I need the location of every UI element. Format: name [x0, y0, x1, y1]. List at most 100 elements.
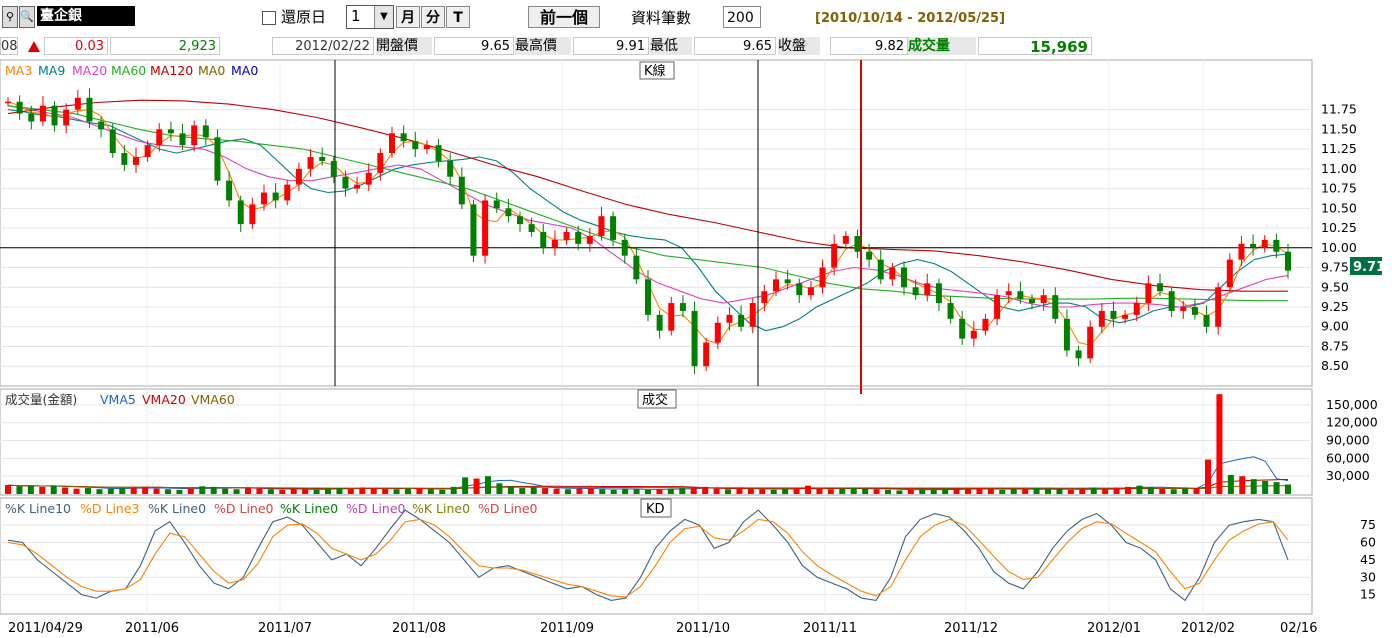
volume-bar — [999, 489, 1006, 494]
candle-body — [1215, 287, 1222, 327]
volume-label: 成交量 — [908, 37, 976, 55]
candle-body — [1110, 310, 1117, 319]
month-button[interactable]: 月 — [396, 6, 420, 28]
price-panel-title: K線 — [644, 63, 666, 79]
candle-body — [493, 200, 500, 209]
candle-body — [202, 125, 209, 138]
stock-name-field[interactable]: 臺企銀 — [37, 6, 135, 26]
change-value: 0.03 — [44, 37, 108, 55]
candle-body — [738, 314, 745, 327]
restore-date-checkbox[interactable] — [262, 11, 276, 25]
volume-bar — [507, 486, 514, 494]
volume-bar — [439, 489, 446, 494]
legend-ma0-b: MA0 — [231, 63, 258, 78]
candle-body — [191, 125, 198, 146]
volume-bar — [210, 486, 217, 494]
candle-body — [1273, 239, 1280, 252]
volume-bar — [679, 488, 686, 494]
candle-body — [819, 267, 826, 288]
period-select[interactable]: 1 ▼ — [346, 5, 394, 29]
volume-bar — [976, 488, 983, 494]
legend-vma5: VMA5 — [100, 392, 136, 407]
volume-bar — [1102, 488, 1109, 494]
candle-body — [1005, 291, 1012, 296]
candle-body — [982, 318, 989, 331]
candle-body — [1238, 243, 1245, 260]
candle-body — [330, 160, 337, 177]
volume-bar — [393, 489, 400, 494]
x-tick-label: 2011/06 — [125, 621, 179, 636]
volume-bar — [1090, 487, 1097, 494]
candle-body — [912, 287, 919, 296]
search-icon[interactable]: ⚲ — [2, 6, 18, 28]
candle-body — [377, 153, 384, 173]
candle-body — [261, 192, 267, 205]
t-button[interactable]: T — [446, 6, 470, 28]
candle-body — [866, 251, 873, 260]
candle-body — [947, 303, 954, 319]
volume-bar — [233, 489, 240, 494]
count-input[interactable]: 200 — [723, 6, 761, 28]
volume-bar — [130, 487, 137, 494]
candle-body — [924, 283, 931, 296]
open-label: 開盤價 — [376, 37, 432, 55]
candle-body — [423, 145, 430, 150]
kd-d-line — [7, 518, 1289, 598]
minute-button[interactable]: 分 — [421, 6, 445, 28]
candle-body — [703, 342, 710, 367]
volume-bar — [199, 486, 206, 494]
volume-bar — [793, 488, 800, 494]
volume-bar — [1125, 486, 1131, 494]
chevron-down-icon[interactable]: ▼ — [374, 6, 393, 28]
volume-value: 15,969 — [978, 37, 1092, 56]
candle-body — [551, 239, 558, 248]
candle-body — [517, 216, 523, 225]
volume-bar — [416, 488, 423, 494]
candle-body — [714, 322, 721, 343]
candle-body — [1261, 239, 1268, 248]
price-tick-label: 10.00 — [1321, 240, 1357, 255]
volume-bar — [702, 486, 709, 494]
candle-body — [249, 204, 256, 225]
candle-body — [1029, 299, 1035, 304]
volume-bar — [1170, 489, 1177, 494]
volume-bar — [1273, 482, 1280, 494]
candle-body — [435, 145, 442, 161]
candle-body — [295, 168, 302, 185]
prev-stock-button[interactable]: 前一個 — [528, 6, 600, 28]
volume-bar — [279, 489, 286, 494]
volume-bar — [1239, 476, 1246, 494]
candle-body — [1157, 283, 1163, 292]
volume-bar — [1193, 488, 1200, 494]
kd-tick-label: 45 — [1360, 552, 1376, 567]
candle-body — [1145, 283, 1152, 304]
candle-body — [179, 133, 186, 146]
candle-body — [365, 172, 372, 185]
low-label: 最低 — [650, 37, 692, 55]
volume-bar — [839, 488, 846, 494]
volume-bar — [1227, 474, 1234, 494]
price-tick-label: 8.50 — [1321, 358, 1349, 373]
volume-bar — [73, 488, 80, 494]
zoom-icon[interactable]: 🔍 — [19, 6, 35, 28]
volume-bar — [50, 485, 57, 494]
candle-body — [831, 243, 838, 268]
volume-bar — [1010, 489, 1017, 494]
volume-bar — [325, 488, 331, 494]
restore-date-label: 還原日 — [281, 8, 327, 26]
volume-bar — [1045, 488, 1051, 494]
last-price-tag: 9.71 — [1353, 260, 1385, 275]
legend-d3: %D Line3 — [80, 501, 139, 516]
volume-bar — [119, 488, 126, 494]
volume-line-vma60 — [7, 484, 1289, 490]
legend-volume: 成交量(金額) — [5, 392, 77, 407]
candle-body — [1226, 259, 1233, 288]
legend-ma60: MA60 — [111, 63, 146, 78]
volume-bar — [302, 489, 309, 494]
volume-bar — [222, 488, 229, 494]
volume-bar — [165, 489, 171, 494]
candle-body — [156, 129, 163, 146]
volume-bar — [519, 488, 526, 494]
candle-body — [505, 208, 512, 217]
volume-bar — [5, 485, 11, 494]
